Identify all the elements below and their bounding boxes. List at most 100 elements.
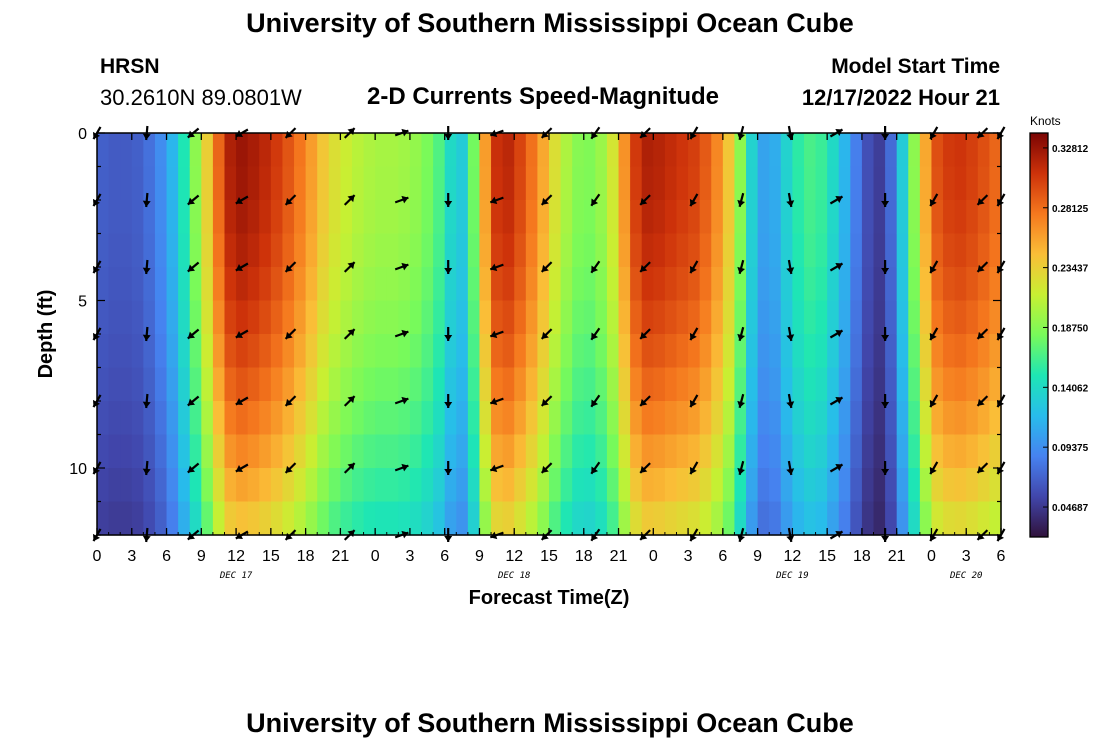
heatmap-cell	[363, 401, 376, 436]
heatmap-cell	[502, 434, 515, 469]
heatmap-cell	[641, 401, 654, 436]
x-tick-label: 0	[371, 548, 380, 565]
heatmap-cell	[885, 133, 898, 168]
heatmap-cell	[560, 334, 573, 369]
heatmap-cell	[676, 267, 689, 302]
heatmap-cell	[722, 133, 736, 168]
heatmap-cell	[467, 468, 481, 503]
heatmap-cell	[189, 434, 202, 469]
heatmap-cell	[479, 401, 492, 436]
heatmap-cell	[340, 133, 353, 168]
heatmap-cell	[154, 334, 168, 369]
heatmap-cell	[224, 166, 237, 201]
heatmap-cell	[850, 300, 863, 335]
heatmap-cell	[224, 468, 237, 503]
current-arrow	[590, 461, 601, 475]
x-axis-ticks: 0 3 6 9 12 15 18 21 0 3 6 9 12 15 18 21 0 3 6 9 12 15 18 21 0 3 6	[93, 133, 1006, 565]
heatmap-cell	[827, 267, 840, 302]
heatmap-cell	[340, 434, 353, 469]
heatmap-cell	[711, 501, 724, 536]
heatmap-cell	[722, 401, 736, 436]
heatmap-cell	[699, 300, 712, 335]
heatmap-cell	[838, 367, 851, 402]
heatmap-cell	[270, 166, 284, 201]
heatmap-cell	[224, 233, 237, 268]
heatmap-cell	[850, 468, 863, 503]
heatmap-cell	[433, 501, 446, 536]
heatmap-cell	[421, 166, 434, 201]
current-arrow	[881, 327, 890, 341]
heatmap-cell	[815, 468, 828, 503]
current-arrow	[929, 327, 939, 341]
heatmap-cell	[386, 233, 399, 268]
heatmap-cell	[236, 133, 249, 168]
heatmap-cell	[861, 267, 875, 302]
heatmap-cell	[317, 401, 330, 436]
heatmap-cell	[688, 401, 701, 436]
heatmap-cell	[491, 300, 504, 335]
heatmap-cell	[166, 468, 179, 503]
heatmap-cell	[583, 133, 596, 168]
heatmap-cell	[699, 267, 712, 302]
heatmap-cell	[351, 334, 365, 369]
heatmap-cell	[653, 401, 666, 436]
colorbar-gradient	[1029, 132, 1049, 538]
heatmap-cell	[861, 166, 875, 201]
heatmap-cell	[375, 233, 388, 268]
heatmap-cell	[340, 166, 353, 201]
heatmap-cell	[340, 200, 353, 235]
heatmap-cell	[653, 166, 666, 201]
heatmap-cell	[363, 501, 376, 536]
heatmap-cell	[688, 468, 701, 503]
heatmap-cell	[270, 468, 284, 503]
current-arrow	[829, 195, 844, 205]
heatmap-cell	[351, 468, 365, 503]
heatmap-cell	[583, 300, 596, 335]
heatmap-cell	[479, 233, 492, 268]
heatmap-cell	[525, 401, 539, 436]
heatmap-cell	[467, 501, 481, 536]
x-tick-label: 21	[610, 548, 628, 565]
heatmap-cell	[711, 434, 724, 469]
heatmap-cell	[919, 300, 933, 335]
model-start-label: Model Start Time	[831, 55, 1000, 78]
heatmap-cell	[189, 367, 202, 402]
heatmap-cell	[850, 334, 863, 369]
day-label: DEC 17	[219, 571, 253, 581]
heatmap-cell	[328, 334, 341, 369]
heatmap-cell	[757, 334, 770, 369]
heatmap-cell	[943, 334, 956, 369]
heatmap-cell	[340, 233, 353, 268]
heatmap-cell	[873, 166, 886, 201]
heatmap-cell	[282, 200, 295, 235]
heatmap-cell	[525, 434, 539, 469]
heatmap-cell	[537, 434, 550, 469]
current-arrow	[590, 193, 601, 207]
heatmap-cell	[780, 300, 793, 335]
heatmap-cell	[850, 267, 863, 302]
heatmap-cell	[757, 367, 770, 402]
chart-subtitle: 2-D Currents Speed-Magnitude	[367, 83, 720, 110]
current-arrow	[235, 396, 249, 406]
current-arrow	[394, 329, 409, 338]
heatmap-cell	[572, 200, 585, 235]
heatmap-cell	[97, 401, 110, 436]
heatmap-cell	[595, 434, 608, 469]
heatmap-cell	[630, 401, 643, 436]
heatmap-cell	[282, 367, 295, 402]
heatmap-cell	[618, 200, 631, 235]
heatmap-cell	[699, 200, 712, 235]
heatmap-cell	[896, 401, 909, 436]
heatmap-cell	[630, 166, 643, 201]
heatmap-cell	[977, 166, 991, 201]
heatmap-cell	[398, 468, 411, 503]
heatmap-cell	[120, 334, 133, 369]
heatmap-cell	[236, 334, 249, 369]
heatmap-cell	[305, 401, 318, 436]
heatmap-cell	[143, 300, 156, 335]
heatmap-cell	[618, 166, 631, 201]
current-arrow	[976, 462, 989, 474]
heatmap-cell	[456, 300, 469, 335]
heatmap-cell	[201, 200, 214, 235]
heatmap-cell	[966, 166, 979, 201]
